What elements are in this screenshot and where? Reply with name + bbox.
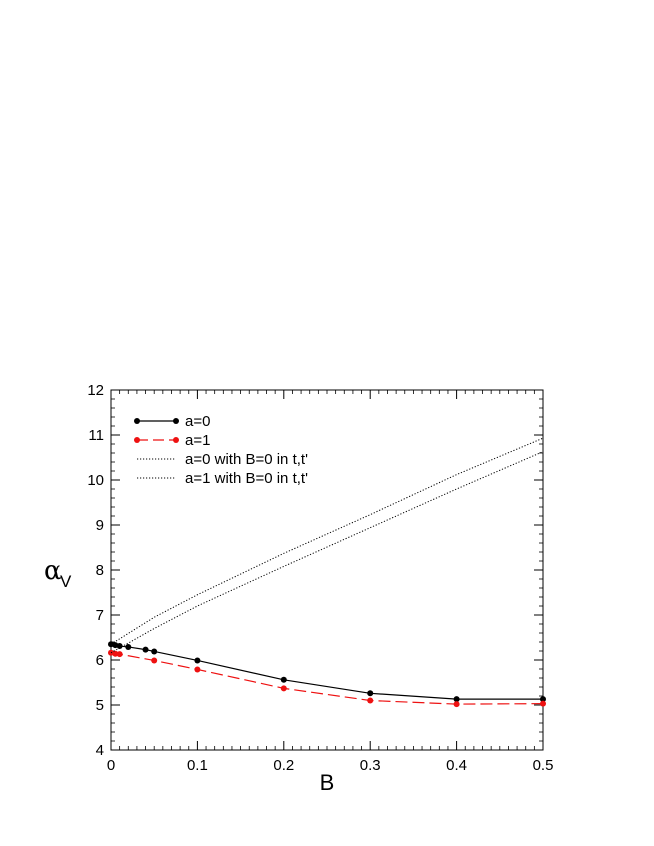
data-point-series-1 — [116, 643, 123, 650]
y-tick-label: 6 — [96, 652, 104, 669]
plot-frame — [110, 389, 544, 751]
x-tick-label: 0.5 — [533, 757, 554, 774]
x-tick-label: 0 — [107, 757, 115, 774]
y-tick-label: 12 — [87, 382, 104, 399]
data-point-series-2 — [280, 685, 287, 692]
data-point-series-2 — [112, 650, 119, 657]
axis-ticks — [110, 389, 544, 751]
y-axis-title: α V — [44, 556, 72, 591]
legend-marker-1 — [173, 418, 179, 424]
data-point-series-1 — [142, 646, 149, 653]
legend-label-4: a=1 with B=0 in t,t' — [185, 470, 308, 487]
data-point-series-2 — [367, 697, 374, 704]
x-tick-label: 0.2 — [273, 757, 294, 774]
legend-label-1: a=0 — [185, 413, 210, 430]
legend-label-3: a=0 with B=0 in t,t' — [185, 451, 308, 468]
y-tick-label: 8 — [96, 562, 104, 579]
data-point-series-1 — [194, 657, 201, 664]
data-point-series-2 — [194, 666, 201, 673]
y-tick-label: 5 — [96, 697, 104, 714]
data-point-series-1 — [151, 648, 158, 655]
x-tick-label: 0.3 — [360, 757, 381, 774]
data-point-series-2 — [116, 651, 123, 658]
data-point-series-1 — [453, 696, 460, 703]
series-line-2 — [110, 652, 544, 705]
series-layer — [108, 437, 546, 708]
tick-labels: 0 0.1 0.2 0.3 0.4 0.5 4 5 6 7 8 9 10 11 12 — [87, 382, 553, 774]
legend-label-2: a=1 — [185, 432, 210, 449]
series-line-4 — [110, 451, 544, 654]
x-tick-label: 0.4 — [446, 757, 467, 774]
y-axis-title-symbol: α — [44, 556, 62, 586]
y-tick-label: 11 — [88, 427, 104, 444]
data-point-series-2 — [540, 700, 546, 707]
y-tick-label: 9 — [96, 517, 104, 534]
series-line-1 — [110, 643, 543, 700]
data-point-series-2 — [151, 657, 158, 664]
x-axis-title: B — [320, 770, 335, 795]
y-tick-label: 4 — [96, 742, 104, 759]
legend-marker-1 — [134, 418, 140, 424]
legend-marker-2 — [173, 437, 179, 443]
data-point-series-1 — [367, 690, 374, 697]
data-point-series-1 — [125, 643, 132, 650]
legend-marker-2 — [134, 437, 140, 443]
data-point-series-1 — [540, 696, 546, 703]
legend: a=0 a=1 a=0 with B=0 in t,t' a=1 with B=0 i… — [134, 413, 308, 487]
data-point-series-2 — [453, 701, 460, 708]
y-tick-label: 7 — [96, 607, 104, 624]
y-axis-title-subscript: V — [60, 572, 72, 591]
y-tick-label: 10 — [87, 472, 104, 489]
series-line-3 — [110, 437, 544, 645]
data-point-series-1 — [280, 676, 287, 683]
x-tick-label: 0.1 — [187, 757, 208, 774]
